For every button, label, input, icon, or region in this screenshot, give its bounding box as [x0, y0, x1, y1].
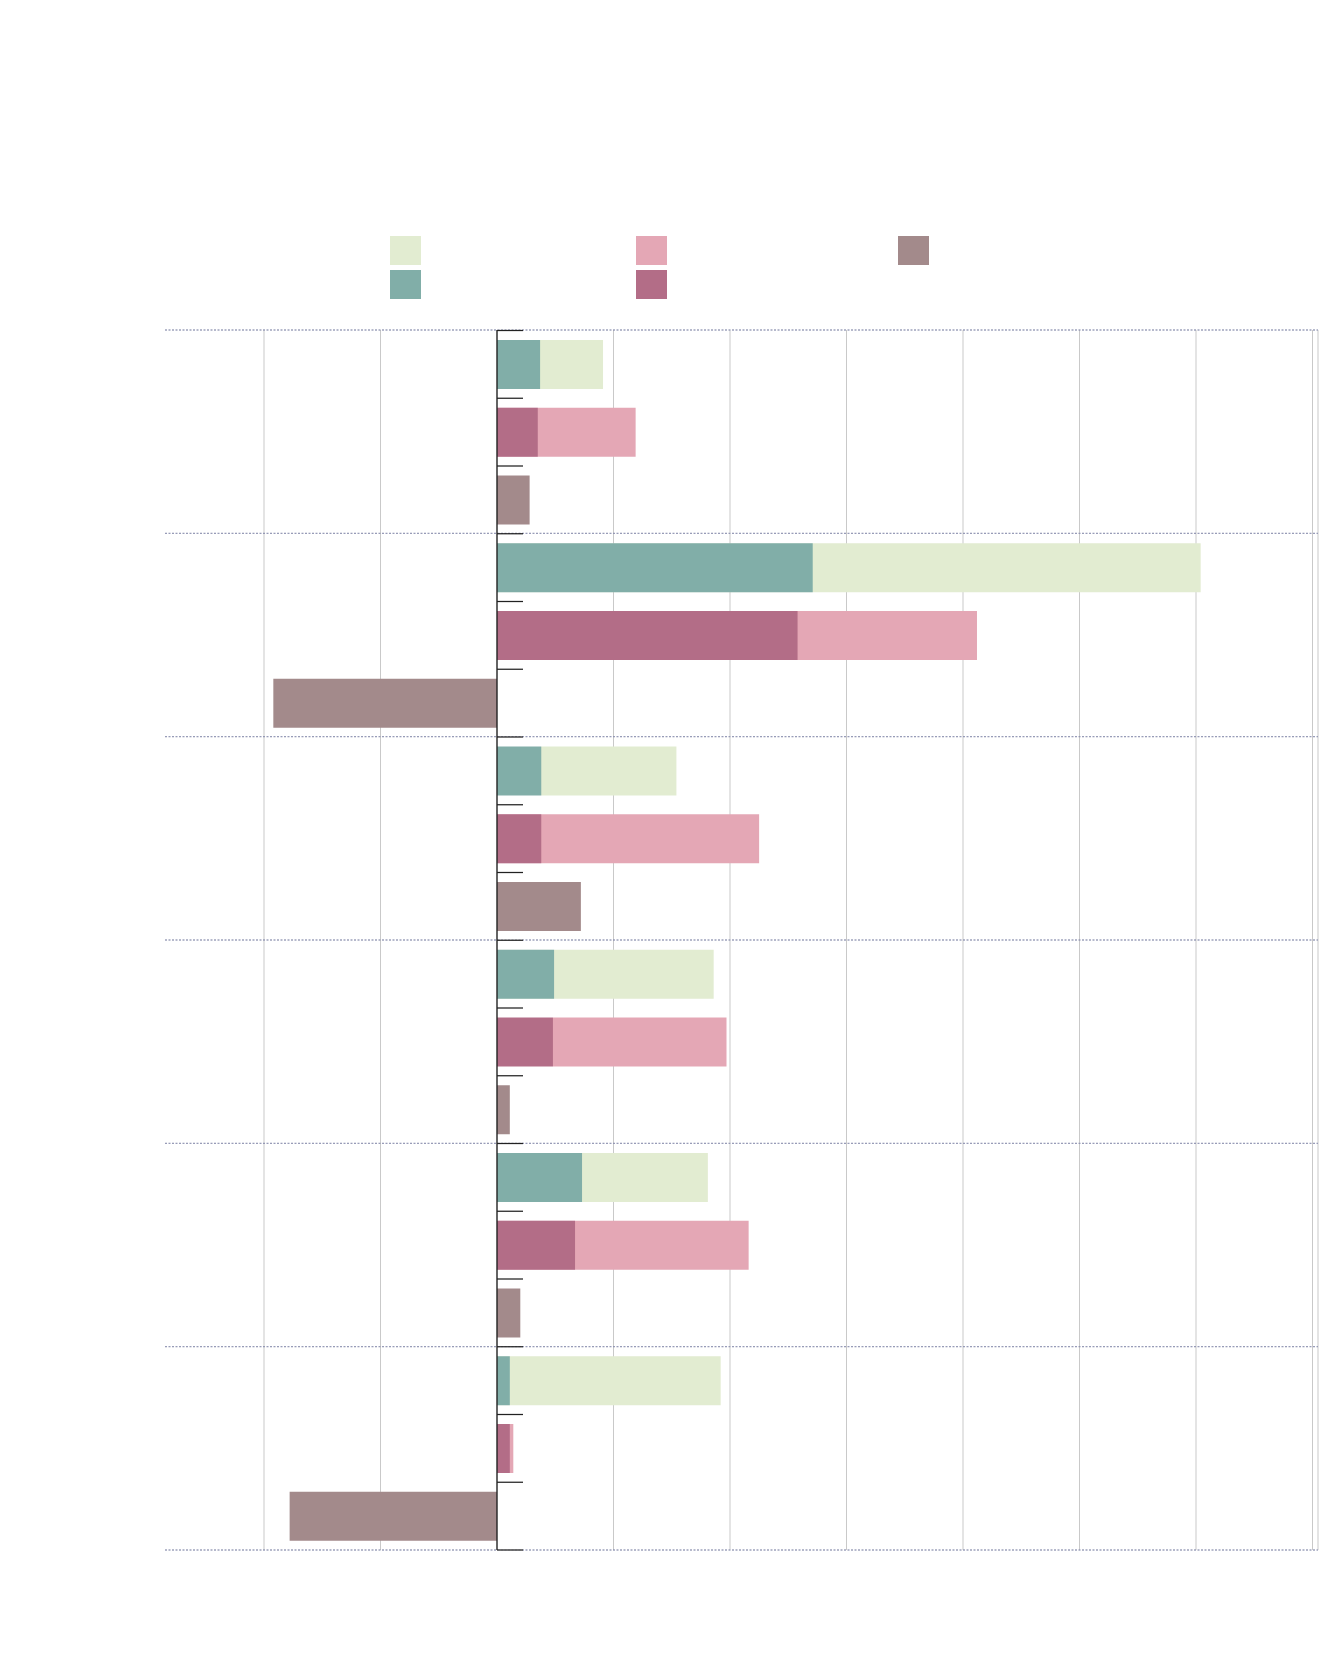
bar-dark-17 — [289, 1491, 497, 1541]
bar-layer — [273, 340, 1201, 1541]
legend-swatch-3 — [636, 270, 667, 299]
bar-dark-10 — [497, 1017, 553, 1067]
bar-dark-12 — [497, 1153, 583, 1202]
grid-layer — [165, 329, 1319, 1551]
bar-dark-11 — [497, 1085, 510, 1135]
bar-dark-9 — [497, 949, 555, 999]
bar-dark-16 — [497, 1424, 510, 1473]
bar-dark-6 — [497, 746, 542, 796]
legend-swatch-1 — [390, 270, 421, 299]
bar-dark-4 — [497, 611, 798, 660]
bar-dark-0 — [497, 340, 541, 389]
bar-dark-1 — [497, 407, 538, 457]
legend-swatch-2 — [636, 236, 667, 265]
axis-layer — [496, 329, 523, 1551]
bar-dark-3 — [497, 543, 813, 593]
bar-dark-5 — [273, 678, 497, 728]
bar-dark-2 — [497, 475, 530, 525]
legend — [390, 236, 929, 299]
legend-swatch-0 — [390, 236, 421, 265]
bar-dark-13 — [497, 1220, 576, 1270]
bar-dark-7 — [497, 814, 542, 864]
bar-dark-14 — [497, 1288, 521, 1338]
bar-light-15 — [497, 1356, 721, 1406]
bar-dark-8 — [497, 882, 581, 931]
legend-swatch-4 — [898, 236, 929, 265]
bar-dark-15 — [497, 1356, 510, 1406]
